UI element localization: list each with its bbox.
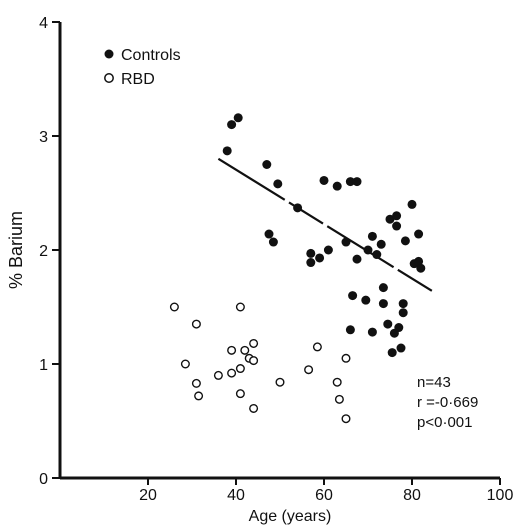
- point-rbd: [191, 378, 201, 388]
- point-controls: [398, 308, 408, 318]
- point-rbd: [240, 345, 250, 355]
- y-tick-label: 3: [39, 129, 48, 146]
- point-controls: [414, 229, 424, 239]
- point-controls: [273, 179, 283, 189]
- legend: Controls RBD: [104, 47, 181, 88]
- y-ticks: 0 1 2 3 4: [39, 15, 60, 488]
- point-controls: [262, 160, 272, 169]
- point-controls: [367, 231, 377, 241]
- x-tick-label: 40: [227, 487, 245, 504]
- point-controls: [222, 146, 232, 156]
- point-controls: [396, 343, 406, 353]
- x-ticks: 20 40 60 80 100: [139, 478, 513, 504]
- point-controls: [268, 237, 278, 247]
- point-controls: [293, 203, 303, 213]
- point-controls: [227, 120, 237, 130]
- legend-label-rbd: RBD: [121, 71, 155, 88]
- point-controls: [363, 245, 373, 255]
- point-rbd: [249, 403, 259, 413]
- point-rbd: [194, 391, 204, 401]
- y-axis-label: % Barium: [6, 211, 26, 289]
- point-controls: [352, 254, 362, 264]
- point-rbd: [334, 394, 344, 404]
- point-controls: [233, 113, 243, 123]
- legend-marker-controls: [104, 49, 114, 59]
- point-rbd: [332, 377, 342, 387]
- point-rbd: [169, 302, 179, 312]
- point-controls: [315, 253, 325, 263]
- point-rbd: [312, 342, 322, 352]
- point-controls: [367, 327, 377, 337]
- point-controls: [345, 325, 355, 335]
- point-controls: [385, 214, 395, 224]
- point-rbd: [249, 338, 259, 348]
- stat-n: n=43: [417, 374, 451, 391]
- point-rbd: [235, 364, 245, 374]
- x-tick-label: 80: [403, 487, 421, 504]
- point-controls: [319, 175, 329, 185]
- point-rbd: [235, 389, 245, 399]
- point-rbd: [227, 368, 237, 378]
- y-tick-label: 4: [39, 15, 48, 32]
- point-controls: [392, 221, 402, 231]
- legend-marker-rbd: [104, 73, 114, 83]
- point-controls: [383, 319, 393, 329]
- point-rbd: [227, 345, 237, 355]
- y-tick-label: 0: [39, 471, 48, 488]
- point-controls: [372, 250, 382, 260]
- point-rbd: [341, 414, 351, 424]
- point-rbd: [235, 302, 245, 312]
- point-controls: [306, 258, 316, 268]
- point-controls: [378, 299, 388, 309]
- point-controls: [332, 181, 342, 191]
- axes: 0 1 2 3 4 20 40 60 80 100: [39, 15, 513, 504]
- y-tick-label: 2: [39, 243, 48, 260]
- point-controls: [348, 291, 358, 301]
- point-rbd: [191, 319, 201, 329]
- point-controls: [361, 295, 371, 305]
- point-controls: [341, 237, 351, 247]
- point-controls: [407, 199, 417, 209]
- stat-r: r =-0·669: [417, 394, 478, 411]
- point-controls: [392, 211, 402, 221]
- stat-p: p<0·001: [417, 414, 472, 431]
- x-axis-label: Age (years): [249, 508, 332, 525]
- regression-line: [217, 157, 435, 294]
- point-rbd: [213, 370, 223, 380]
- stats-annotation: n=43 r =-0·669 p<0·001: [417, 374, 478, 431]
- x-tick-label: 60: [315, 487, 333, 504]
- point-rbd: [275, 377, 285, 387]
- point-controls: [387, 348, 397, 358]
- point-rbd: [249, 356, 259, 366]
- y-tick-label: 1: [39, 357, 48, 374]
- point-controls: [323, 245, 333, 255]
- point-controls: [264, 229, 274, 239]
- point-controls: [400, 236, 410, 246]
- x-tick-label: 20: [139, 487, 157, 504]
- points-layer: [169, 113, 426, 424]
- regression-layer: [217, 157, 435, 294]
- x-tick-label: 100: [487, 487, 514, 504]
- point-controls: [398, 299, 408, 309]
- point-rbd: [304, 365, 314, 375]
- point-controls: [306, 248, 316, 258]
- point-rbd: [341, 353, 351, 363]
- point-controls: [378, 283, 388, 293]
- point-controls: [376, 239, 386, 249]
- point-controls: [416, 263, 426, 273]
- point-rbd: [180, 359, 190, 369]
- legend-label-controls: Controls: [121, 47, 181, 64]
- point-controls: [394, 323, 404, 333]
- point-controls: [414, 256, 424, 266]
- point-controls: [345, 177, 355, 187]
- point-controls: [352, 177, 362, 187]
